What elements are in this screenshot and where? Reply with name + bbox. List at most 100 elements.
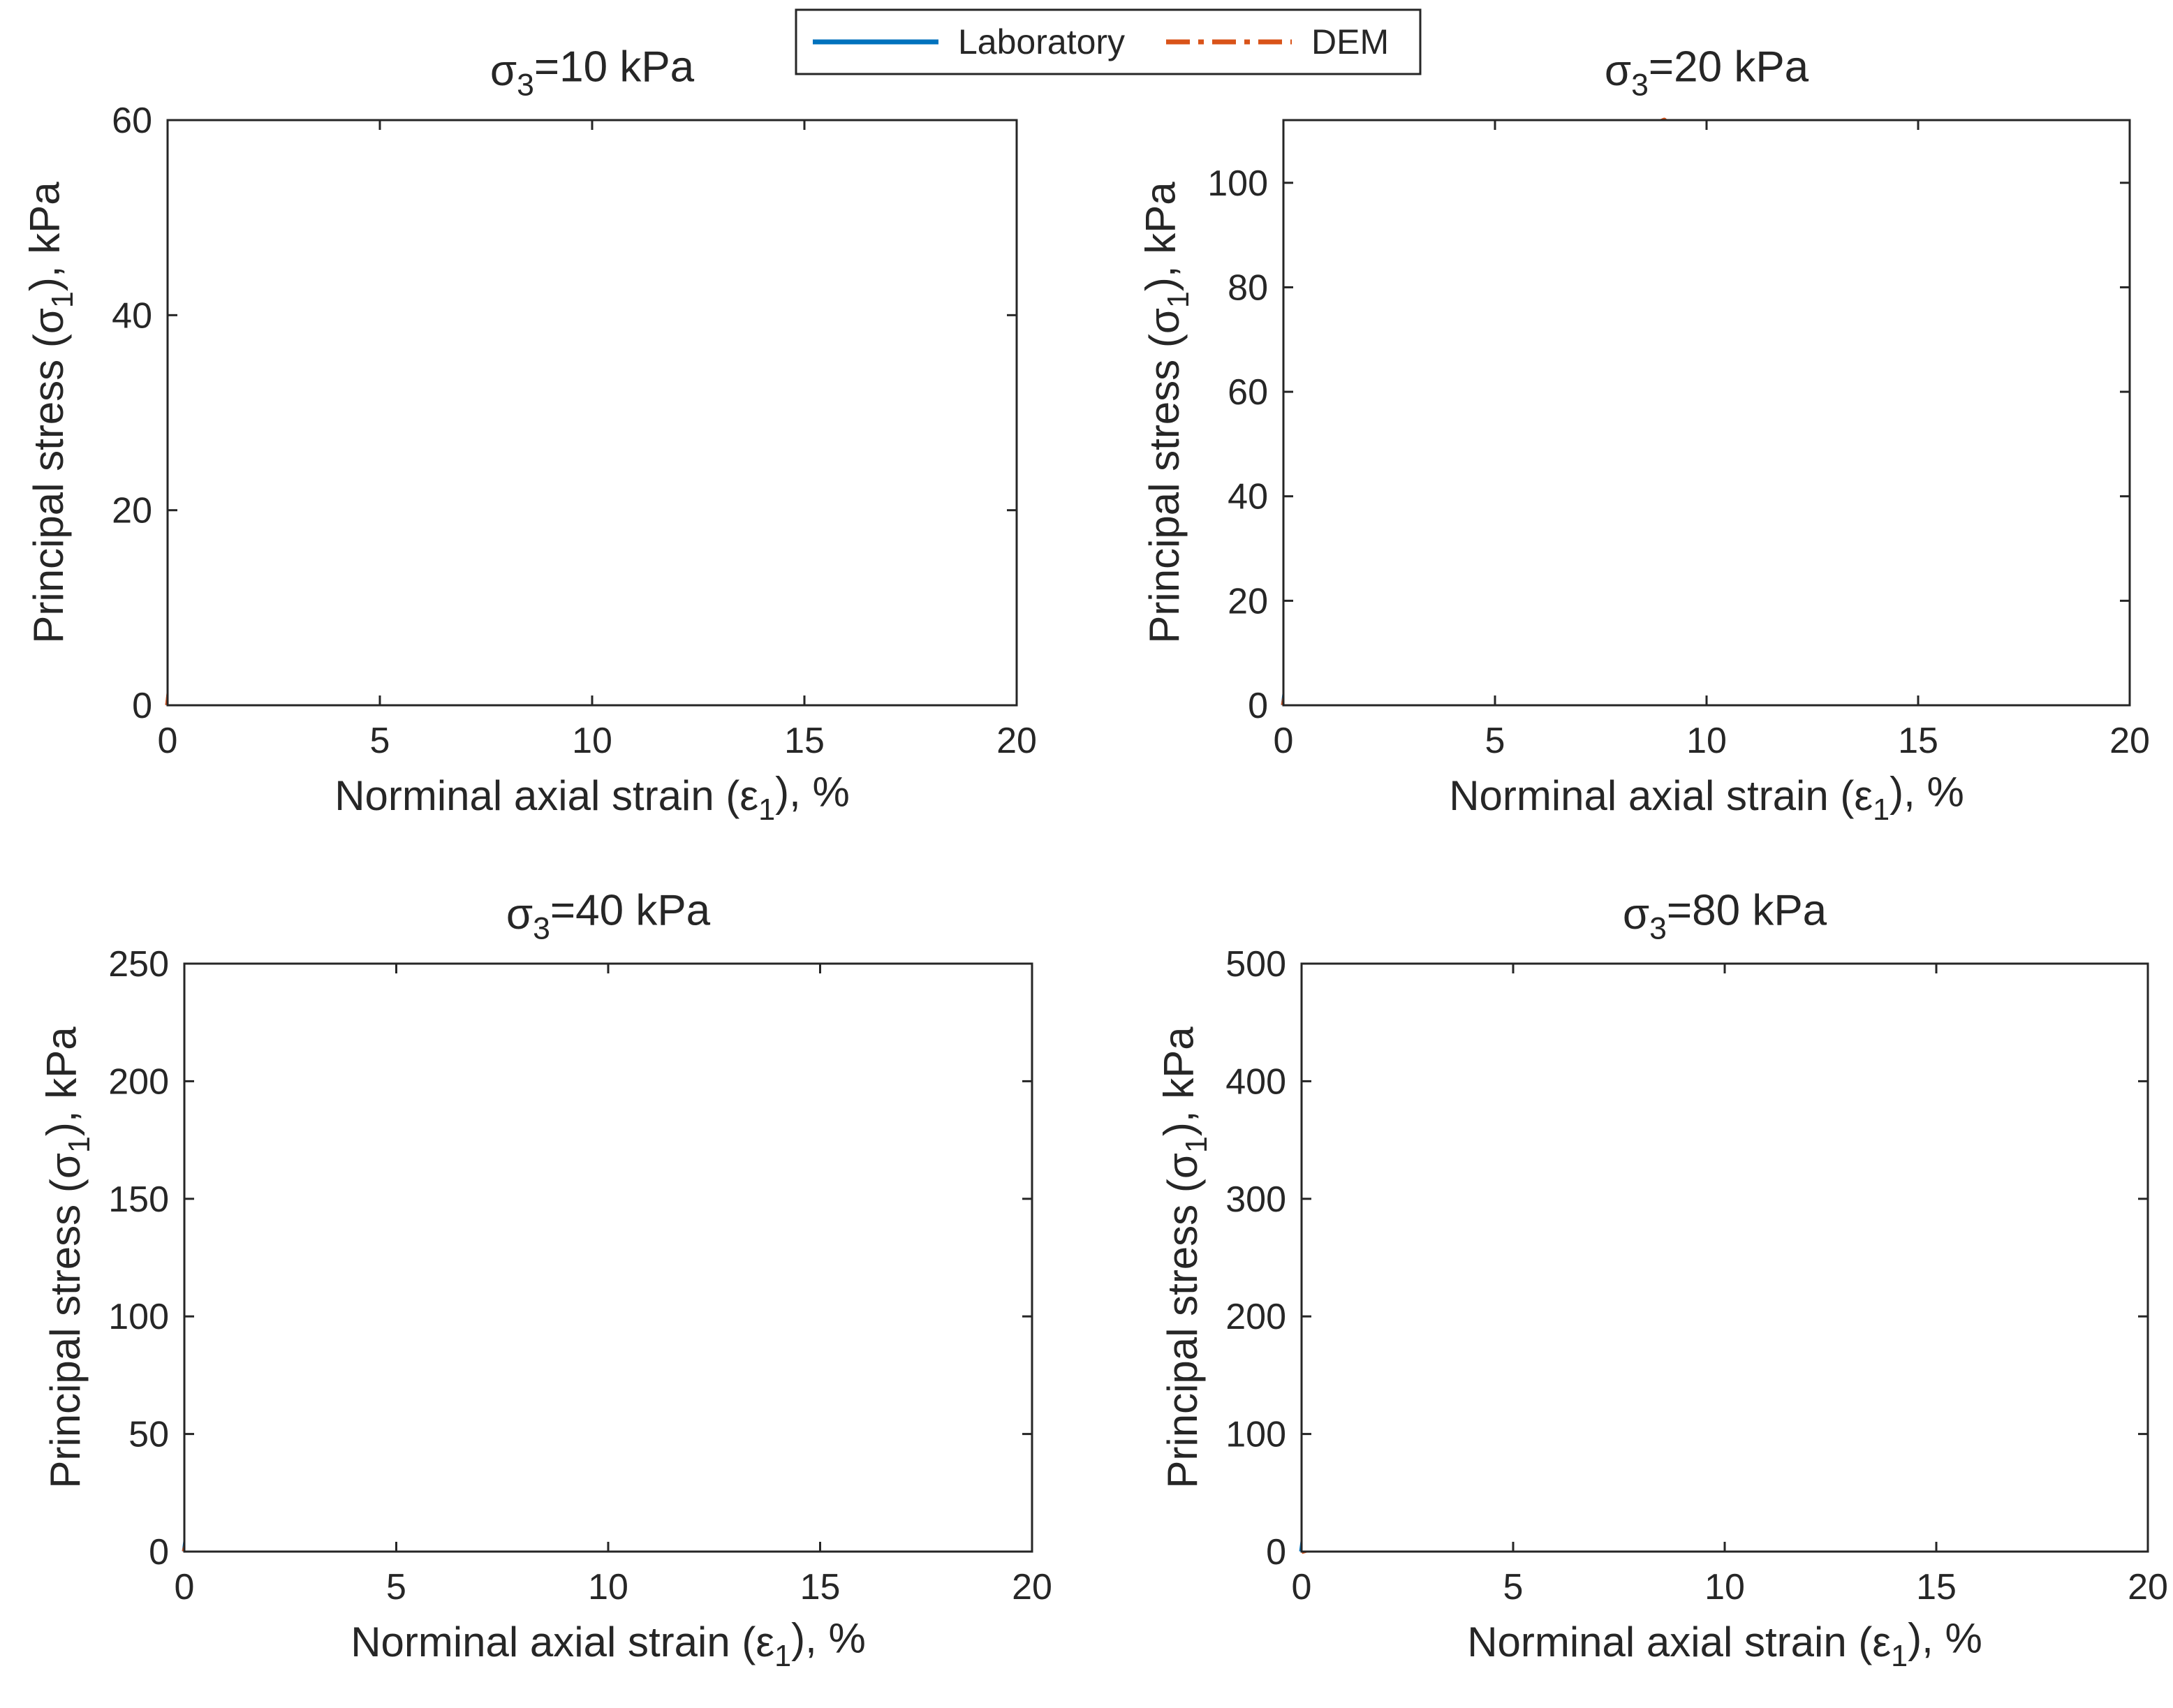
x-tick-label: 0 bbox=[158, 721, 178, 761]
y-axis-label-part: ), kPa bbox=[22, 182, 68, 291]
x-tick-label: 20 bbox=[996, 721, 1037, 761]
y-tick-label: 40 bbox=[1228, 477, 1268, 517]
legend-label-laboratory: Laboratory bbox=[958, 22, 1125, 61]
x-axis-label-subscript: 1 bbox=[1891, 1640, 1908, 1673]
panel-title: σ3=80 kPa bbox=[1623, 886, 1827, 945]
axes-frame bbox=[1300, 962, 2149, 1553]
y-tick-label: 0 bbox=[149, 1532, 169, 1573]
axes-frame bbox=[183, 962, 1033, 1553]
panel-title-part: σ bbox=[1605, 47, 1631, 95]
y-axis-label-part: Principal stress (σ bbox=[42, 1153, 89, 1488]
panel-title-part: =20 kPa bbox=[1649, 43, 1809, 91]
y-tick-label: 50 bbox=[128, 1415, 169, 1455]
x-axis-label: Norminal axial strain (ε1), % bbox=[1467, 1615, 1982, 1673]
y-tick-label: 200 bbox=[108, 1061, 169, 1102]
y-axis-label: Principal stress (σ1), kPa bbox=[22, 182, 80, 644]
x-axis-label-part: ), % bbox=[775, 769, 850, 816]
y-tick-label: 20 bbox=[112, 491, 152, 531]
panel-title-subscript: 3 bbox=[533, 911, 550, 945]
x-tick-label: 15 bbox=[800, 1567, 841, 1607]
x-tick-label: 5 bbox=[386, 1567, 406, 1607]
y-tick-label: 300 bbox=[1225, 1179, 1286, 1220]
y-axis-label-part: ), kPa bbox=[1137, 182, 1184, 291]
y-axis-label-part: ), kPa bbox=[38, 1026, 85, 1136]
x-tick-label: 0 bbox=[1274, 721, 1294, 761]
y-axis-label-part: Principal stress (σ bbox=[1159, 1153, 1206, 1488]
y-tick-label: 60 bbox=[1228, 372, 1268, 413]
x-tick-label: 15 bbox=[784, 721, 825, 761]
panel-title-part: σ bbox=[506, 890, 533, 938]
y-tick-label: 60 bbox=[112, 101, 152, 141]
x-axis-label-subscript: 1 bbox=[774, 1640, 791, 1673]
y-tick-label: 100 bbox=[108, 1297, 169, 1337]
panel-title-part: =10 kPa bbox=[534, 43, 695, 91]
axes-frame bbox=[166, 119, 1018, 707]
x-tick-label: 5 bbox=[1503, 1567, 1524, 1607]
x-tick-label: 5 bbox=[1485, 721, 1505, 761]
panel-title-part: σ bbox=[1623, 890, 1649, 938]
panel-title-part: =80 kPa bbox=[1667, 886, 1827, 934]
y-tick-label: 80 bbox=[1228, 267, 1268, 308]
panel-title: σ3=10 kPa bbox=[490, 43, 695, 102]
x-axis-label: Norminal axial strain (ε1), % bbox=[334, 769, 850, 827]
y-axis-label: Principal stress (σ1), kPa bbox=[1137, 182, 1195, 644]
x-axis-label-subscript: 1 bbox=[758, 793, 775, 827]
y-tick-label: 400 bbox=[1225, 1061, 1286, 1102]
y-axis-label-subscript: 1 bbox=[63, 1136, 96, 1153]
panel-title-part: σ bbox=[490, 47, 517, 95]
y-axis-label-part: ), kPa bbox=[1156, 1026, 1202, 1136]
x-tick-label: 10 bbox=[588, 1567, 628, 1607]
x-axis-label-part: Norminal axial strain (ε bbox=[334, 772, 758, 819]
panel-title-subscript: 3 bbox=[1631, 68, 1649, 102]
legend: Laboratory DEM bbox=[795, 8, 1422, 75]
x-axis-label-part: ), % bbox=[1908, 1615, 1982, 1662]
y-tick-label: 20 bbox=[1228, 581, 1268, 621]
y-tick-label: 0 bbox=[132, 686, 152, 726]
x-tick-label: 15 bbox=[1916, 1567, 1957, 1607]
x-tick-label: 20 bbox=[2128, 1567, 2168, 1607]
y-axis-label-part: Principal stress (σ bbox=[25, 308, 72, 643]
panel-title-subscript: 3 bbox=[517, 68, 534, 102]
y-tick-label: 0 bbox=[1248, 686, 1268, 726]
x-axis-label-part: Norminal axial strain (ε bbox=[1449, 772, 1873, 819]
x-tick-label: 5 bbox=[370, 721, 390, 761]
panel-title-part: =40 kPa bbox=[550, 886, 711, 934]
x-tick-label: 0 bbox=[175, 1567, 195, 1607]
y-tick-label: 100 bbox=[1207, 163, 1268, 204]
y-tick-label: 100 bbox=[1225, 1415, 1286, 1455]
x-tick-label: 0 bbox=[1292, 1567, 1312, 1607]
y-axis-label: Principal stress (σ1), kPa bbox=[1156, 1026, 1214, 1489]
y-axis-label-subscript: 1 bbox=[46, 291, 80, 308]
y-tick-label: 500 bbox=[1225, 944, 1286, 985]
x-axis-label-part: ), % bbox=[791, 1615, 866, 1662]
panel-title: σ3=20 kPa bbox=[1605, 43, 1809, 102]
x-tick-label: 10 bbox=[1704, 1567, 1745, 1607]
y-axis-label-part: Principal stress (σ bbox=[1141, 308, 1188, 643]
panel-title: σ3=40 kPa bbox=[506, 886, 711, 945]
panel-1: 0 5 10 15 20 0 20 40 60 σ3=10 kPa Norminal axial s… bbox=[22, 43, 1037, 826]
y-axis-label: Principal stress (σ1), kPa bbox=[38, 1026, 96, 1489]
x-tick-label: 20 bbox=[1012, 1567, 1052, 1607]
legend-label-dem: DEM bbox=[1311, 22, 1389, 61]
x-axis-label-part: Norminal axial strain (ε bbox=[351, 1619, 774, 1665]
y-tick-label: 40 bbox=[112, 295, 152, 336]
y-axis-label-subscript: 1 bbox=[1162, 291, 1195, 308]
y-tick-label: 150 bbox=[108, 1179, 169, 1220]
panel-2: 0 5 10 15 20 0 20 40 60 80 100 σ3=20 kPa Norminal ax… bbox=[1137, 43, 2150, 826]
x-tick-label: 15 bbox=[1898, 721, 1938, 761]
x-axis-label-part: ), % bbox=[1890, 769, 1964, 816]
x-axis-label: Norminal axial strain (ε1), % bbox=[1449, 769, 1964, 827]
x-tick-label: 10 bbox=[1686, 721, 1727, 761]
x-axis-label-subscript: 1 bbox=[1873, 793, 1890, 827]
y-tick-label: 0 bbox=[1266, 1532, 1286, 1573]
axes-frame bbox=[1282, 119, 2131, 707]
y-axis-label-subscript: 1 bbox=[1180, 1136, 1214, 1153]
panel-title-subscript: 3 bbox=[1649, 911, 1667, 945]
x-tick-label: 20 bbox=[2109, 721, 2150, 761]
y-tick-label: 200 bbox=[1225, 1297, 1286, 1337]
x-axis-label-part: Norminal axial strain (ε bbox=[1467, 1619, 1891, 1665]
y-tick-label: 250 bbox=[108, 944, 169, 985]
